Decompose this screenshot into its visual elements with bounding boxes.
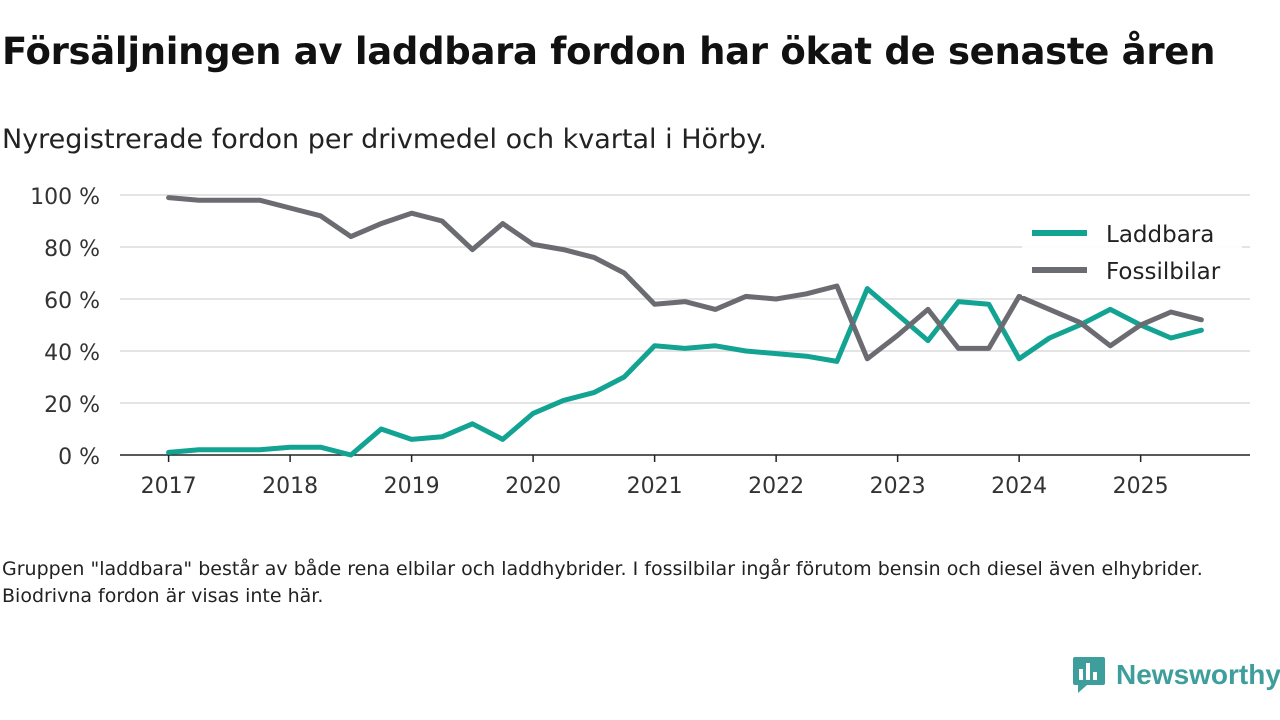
data-point-laddbara: [226, 447, 232, 453]
x-tick-label: 2018: [262, 474, 318, 499]
brand-name: Newsworthy: [1116, 659, 1280, 690]
data-point-laddbara: [196, 447, 202, 453]
data-point-fossilbilar: [1138, 322, 1144, 328]
data-point-fossilbilar: [773, 296, 779, 302]
data-point-laddbara: [712, 343, 718, 349]
data-point-laddbara: [560, 397, 566, 403]
data-point-fossilbilar: [591, 254, 597, 260]
data-point-laddbara: [530, 410, 536, 416]
data-point-fossilbilar: [166, 195, 172, 201]
series-line-fossilbilar: [166, 195, 1204, 362]
data-point-fossilbilar: [955, 345, 961, 351]
legend: Laddbara Fossilbilar: [1022, 212, 1242, 296]
data-point-laddbara: [469, 421, 475, 427]
data-point-fossilbilar: [1198, 317, 1204, 323]
data-point-laddbara: [1047, 335, 1053, 341]
x-tick-label: 2019: [384, 474, 440, 499]
data-point-laddbara: [348, 452, 354, 458]
data-point-laddbara: [955, 299, 961, 305]
data-point-laddbara: [287, 444, 293, 450]
data-point-laddbara: [621, 374, 627, 380]
data-point-fossilbilar: [1107, 343, 1113, 349]
data-point-fossilbilar: [804, 291, 810, 297]
data-point-fossilbilar: [196, 197, 202, 203]
data-point-fossilbilar: [469, 247, 475, 253]
data-point-fossilbilar: [864, 356, 870, 362]
data-point-fossilbilar: [439, 218, 445, 224]
data-point-laddbara: [378, 426, 384, 432]
data-point-laddbara: [166, 449, 172, 455]
data-point-laddbara: [257, 447, 263, 453]
data-point-fossilbilar: [712, 306, 718, 312]
data-point-fossilbilar: [743, 293, 749, 299]
data-point-fossilbilar: [621, 270, 627, 276]
data-point-laddbara: [834, 358, 840, 364]
series-lines: [166, 195, 1204, 458]
y-tick-label: 20 %: [44, 393, 100, 418]
x-tick-label: 2017: [141, 474, 197, 499]
data-point-laddbara: [1016, 356, 1022, 362]
chart-title: Försäljningen av laddbara fordon har öka…: [2, 30, 1216, 73]
x-tick-label: 2024: [991, 474, 1047, 499]
data-point-fossilbilar: [986, 345, 992, 351]
data-point-fossilbilar: [682, 299, 688, 305]
data-point-fossilbilar: [500, 221, 506, 227]
y-tick-label: 80 %: [44, 237, 100, 262]
legend-label-fossilbilar: Fossilbilar: [1106, 259, 1221, 285]
data-point-fossilbilar: [287, 205, 293, 211]
y-axis-ticks: 0 % 20 % 40 % 60 % 80 % 100 %: [30, 185, 100, 470]
x-tick-label: 2021: [627, 474, 683, 499]
footnote: Gruppen "laddbara" består av både rena e…: [2, 558, 1203, 607]
data-point-laddbara: [925, 338, 931, 344]
data-point-fossilbilar: [257, 197, 263, 203]
data-point-fossilbilar: [317, 213, 323, 219]
x-tick-label: 2023: [870, 474, 926, 499]
data-point-fossilbilar: [1047, 306, 1053, 312]
data-point-fossilbilar: [1016, 293, 1022, 299]
chart-subtitle: Nyregistrerade fordon per drivmedel och …: [2, 124, 767, 155]
data-point-laddbara: [1198, 327, 1204, 333]
data-point-fossilbilar: [834, 283, 840, 289]
legend-background: [1022, 212, 1242, 296]
brand-logo[interactable]: Newsworthy: [1072, 655, 1280, 695]
data-point-laddbara: [895, 312, 901, 318]
data-point-laddbara: [591, 390, 597, 396]
data-point-fossilbilar: [530, 241, 536, 247]
y-tick-label: 40 %: [44, 341, 100, 366]
data-point-laddbara: [773, 351, 779, 357]
legend-label-laddbara: Laddbara: [1106, 222, 1214, 248]
data-point-laddbara: [743, 348, 749, 354]
data-point-laddbara: [409, 436, 415, 442]
data-point-laddbara: [682, 345, 688, 351]
line-chart: 0 % 20 % 40 % 60 % 80 % 100 % 2017 2018 2019 202…: [30, 185, 1250, 499]
data-point-fossilbilar: [1077, 319, 1083, 325]
data-point-laddbara: [317, 444, 323, 450]
x-tick-label: 2022: [748, 474, 804, 499]
data-point-laddbara: [652, 343, 658, 349]
data-point-fossilbilar: [652, 301, 658, 307]
data-point-fossilbilar: [560, 247, 566, 253]
x-axis: 2017 2018 2019 2020 2021 2022 2023 2024 2025: [120, 454, 1250, 499]
data-point-laddbara: [804, 353, 810, 359]
y-tick-label: 100 %: [30, 185, 100, 210]
data-point-fossilbilar: [409, 210, 415, 216]
series-line-laddbara: [166, 286, 1204, 458]
y-tick-label: 0 %: [58, 445, 100, 470]
data-point-fossilbilar: [1168, 309, 1174, 315]
data-point-fossilbilar: [925, 306, 931, 312]
data-point-laddbara: [1168, 335, 1174, 341]
x-tick-label: 2025: [1113, 474, 1169, 499]
newsworthy-logo-icon: [1073, 657, 1105, 693]
data-point-fossilbilar: [348, 234, 354, 240]
data-point-laddbara: [864, 286, 870, 292]
x-tick-label: 2020: [505, 474, 561, 499]
data-point-laddbara: [500, 436, 506, 442]
y-tick-label: 60 %: [44, 289, 100, 314]
data-point-laddbara: [439, 434, 445, 440]
data-point-laddbara: [986, 301, 992, 307]
data-point-fossilbilar: [895, 332, 901, 338]
data-point-fossilbilar: [226, 197, 232, 203]
data-point-fossilbilar: [378, 221, 384, 227]
data-point-laddbara: [1107, 306, 1113, 312]
